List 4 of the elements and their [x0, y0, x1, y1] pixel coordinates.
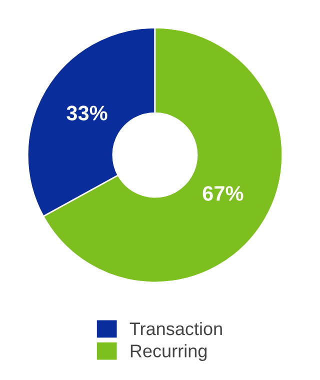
data-label: 67% [202, 186, 244, 201]
legend-label: Recurring [130, 344, 207, 361]
data-label: 33% [66, 106, 108, 120]
legend-label: Transaction [130, 322, 222, 336]
